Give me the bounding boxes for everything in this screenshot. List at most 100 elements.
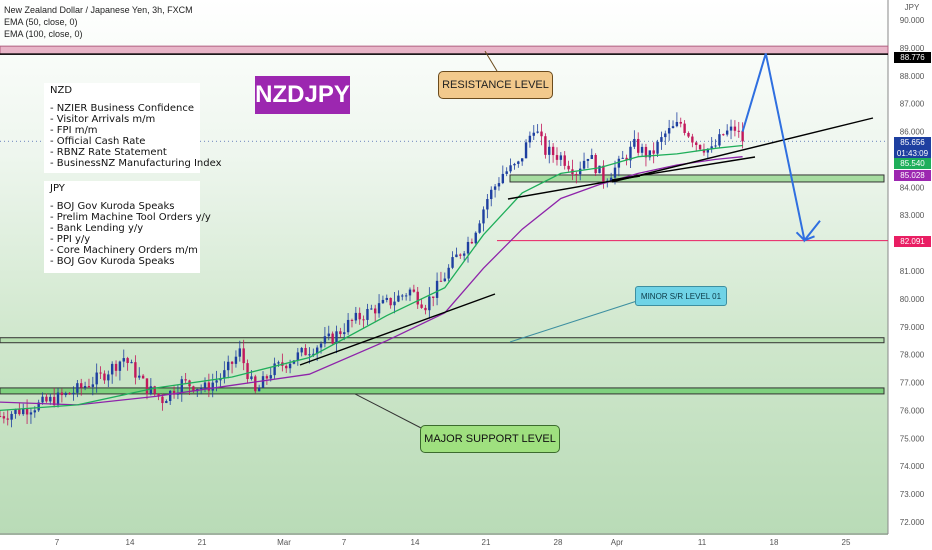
candle-body [621, 157, 624, 159]
candle-body [103, 373, 106, 381]
price-tick-label: 84.000 [900, 183, 925, 192]
candle-body [110, 363, 114, 375]
time-tick-label: 21 [198, 538, 207, 547]
candle-body [99, 372, 102, 374]
candle-body [18, 409, 21, 415]
candle-body [532, 132, 535, 136]
candle-body [455, 254, 458, 258]
candle-body [358, 312, 361, 320]
candle-body [640, 146, 644, 153]
candle-body [377, 303, 381, 314]
time-tick-label: 25 [842, 538, 851, 547]
candle-body [80, 383, 83, 388]
ema100-label: EMA (100, close, 0) [4, 29, 83, 39]
candle-body [683, 123, 686, 133]
candle-body [288, 363, 292, 369]
candle-body [207, 382, 211, 391]
candle-body [451, 257, 454, 268]
candle-body [234, 356, 238, 364]
candle-body [656, 141, 659, 154]
time-tick-label: 7 [342, 538, 347, 547]
ema100-line [0, 156, 743, 406]
time-tick-label: 18 [770, 538, 779, 547]
candle-body [157, 393, 160, 397]
candle-body [524, 142, 528, 159]
trendline-lower [299, 293, 496, 366]
candle-body [555, 155, 559, 160]
candle-body [373, 308, 377, 314]
candle-body [2, 416, 6, 419]
price-tick-label: 76.000 [900, 406, 925, 415]
major-support-label: MAJOR SUPPORT LEVEL [420, 425, 560, 453]
projection-arrowhead [795, 231, 815, 242]
resistance-leader [484, 50, 498, 72]
candle-body [466, 241, 470, 254]
candle-body [462, 253, 466, 256]
candle-body [695, 142, 698, 145]
candle-body [733, 126, 737, 131]
candle-body [64, 392, 67, 396]
price-tick-label: 86.000 [900, 128, 925, 137]
candle-body [563, 155, 566, 166]
candle-body [52, 396, 56, 406]
jpy-box-title: JPY [50, 183, 65, 194]
candle-body [265, 376, 269, 379]
candle-body [404, 295, 408, 297]
candle-body [381, 299, 385, 304]
time-tick-label: 14 [411, 538, 420, 547]
candle-body [517, 161, 520, 164]
candle-body [702, 149, 706, 153]
ema100-price-tag: 85.028 [894, 170, 931, 181]
candle-body [698, 144, 702, 150]
nzd-item: - RBNZ Rate Statement [50, 147, 167, 158]
nzd-item: - FPI m/m [50, 125, 98, 136]
trendline-inner [611, 156, 756, 181]
candle-body [25, 408, 29, 415]
candle-body [432, 296, 435, 298]
candle-body [114, 363, 118, 371]
price-tick-label: 83.000 [900, 211, 925, 220]
candle-body [14, 409, 17, 414]
minor-sr-leader [509, 299, 641, 343]
trendline-upper [611, 117, 874, 183]
candle-body [691, 136, 694, 143]
candle-body [741, 130, 744, 142]
candle-body [474, 232, 477, 244]
time-tick-label: 28 [554, 538, 563, 547]
price-tick-label: 90.000 [900, 16, 925, 25]
candle-body [199, 388, 203, 390]
price-tick-label: 77.000 [900, 379, 925, 388]
candle-body [165, 401, 168, 404]
candle-body [617, 158, 621, 168]
candle-body [439, 280, 443, 282]
candle-body [435, 280, 439, 298]
resistance-price-tag: 88.776 [894, 52, 931, 63]
major-support-leader [354, 393, 426, 431]
candle-body [625, 157, 628, 161]
minor-sr-label: MINOR S/R LEVEL 01 [635, 286, 727, 306]
candle-body [238, 348, 242, 357]
candle-body [505, 171, 508, 174]
price-tick-label: 80.000 [900, 295, 925, 304]
price-axis-bg [888, 0, 932, 550]
chart-header: New Zealand Dollar / Japanese Yen, 3h, F… [4, 4, 193, 40]
candle-body [261, 376, 265, 388]
price-tick-label: 79.000 [900, 323, 925, 332]
candle-body [242, 348, 245, 364]
candle-body [667, 128, 671, 134]
candle-body [664, 133, 667, 138]
candle-body [327, 333, 330, 337]
candle-body [424, 307, 427, 311]
candle-body [586, 158, 590, 161]
time-tick-label: Mar [277, 538, 291, 547]
time-tick-label: Apr [611, 538, 624, 547]
candle-body [459, 254, 462, 256]
candle-body [10, 413, 13, 420]
candle-body [56, 392, 60, 406]
candle-body [203, 382, 207, 389]
ema50-price-tag: 85.540 [894, 158, 931, 169]
time-tick-label: 7 [55, 538, 60, 547]
price-tick-label: 72.000 [900, 518, 925, 527]
